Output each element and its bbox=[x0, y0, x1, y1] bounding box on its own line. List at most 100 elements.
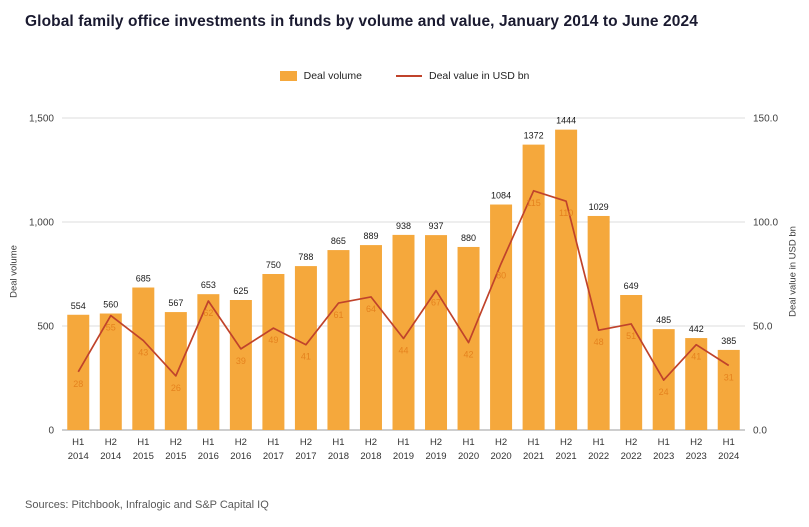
deal-volume-bar bbox=[457, 246, 480, 430]
bar-value-label: 485 bbox=[656, 315, 671, 325]
line-value-label: 67 bbox=[431, 298, 441, 308]
x-axis-label: H1 2019 bbox=[393, 437, 414, 462]
line-value-label: 44 bbox=[398, 345, 408, 355]
combo-chart: 0 0.0 500 50.0 1,000 100.0 1,500 150.0 554 560 685… bbox=[29, 114, 778, 463]
bar-value-label: 750 bbox=[266, 260, 281, 270]
bar-value-label: 442 bbox=[689, 324, 704, 334]
bar-value-label: 685 bbox=[136, 274, 151, 284]
line-value-label: 39 bbox=[236, 356, 246, 366]
x-axis-label: H1 2014 bbox=[68, 437, 89, 462]
deal-volume-bar bbox=[425, 235, 448, 430]
right-axis-tick-label: 100.0 bbox=[753, 218, 778, 229]
x-axis-label: H2 2020 bbox=[491, 437, 512, 462]
line-value-label: 64 bbox=[366, 304, 376, 314]
line-value-label: 55 bbox=[106, 323, 116, 333]
bar-value-label: 880 bbox=[461, 233, 476, 243]
right-axis-tick-label: 150.0 bbox=[753, 114, 778, 125]
bar-swatch-icon bbox=[279, 71, 297, 81]
line-value-label: 41 bbox=[301, 352, 311, 362]
deal-volume-bar bbox=[229, 300, 252, 430]
deal-volume-bar bbox=[99, 313, 122, 430]
x-axis-label: H1 2020 bbox=[458, 437, 479, 462]
deal-volume-bar bbox=[67, 314, 90, 430]
legend-label-value: Deal value in USD bn bbox=[428, 70, 530, 82]
deal-volume-bar bbox=[327, 250, 350, 430]
right-axis-tick-label: 0.0 bbox=[753, 426, 767, 437]
bar-value-label: 560 bbox=[103, 300, 118, 310]
bar-value-label: 653 bbox=[201, 280, 216, 290]
bar-value-label: 625 bbox=[233, 286, 248, 296]
bar-value-label: 788 bbox=[298, 252, 313, 262]
bar-value-label: 938 bbox=[396, 221, 411, 231]
x-axis-label: H2 2016 bbox=[230, 437, 251, 462]
line-value-label: 48 bbox=[594, 337, 604, 347]
line-value-label: 31 bbox=[724, 373, 734, 383]
legend-item-deal-value: Deal value in USD bn bbox=[395, 70, 530, 82]
line-value-label: 41 bbox=[691, 352, 701, 362]
x-axis-label: H2 2014 bbox=[100, 437, 121, 462]
bar-value-label: 554 bbox=[71, 301, 86, 311]
deal-volume-bar bbox=[392, 234, 415, 430]
x-axis-label: H1 2022 bbox=[588, 437, 609, 462]
bar-value-label: 1029 bbox=[589, 202, 609, 212]
bar-value-label: 1372 bbox=[524, 131, 544, 141]
line-value-label: 43 bbox=[138, 348, 148, 358]
left-axis-tick-label: 1,000 bbox=[29, 218, 54, 229]
deal-volume-bar bbox=[587, 215, 610, 430]
deal-volume-bar bbox=[522, 144, 545, 430]
x-axis-label: H1 2017 bbox=[263, 437, 284, 462]
line-value-label: 24 bbox=[659, 387, 669, 397]
bar-value-label: 1084 bbox=[491, 191, 511, 201]
deal-value-line bbox=[77, 189, 730, 381]
bar-value-label: 889 bbox=[363, 231, 378, 241]
x-axis-label: H1 2021 bbox=[523, 437, 544, 462]
x-axis-label: H2 2022 bbox=[621, 437, 642, 462]
x-axis-label: H1 2023 bbox=[653, 437, 674, 462]
x-axis-label: H1 2016 bbox=[198, 437, 219, 462]
left-axis-tick-label: 1,500 bbox=[29, 114, 54, 125]
line-value-label: 51 bbox=[626, 331, 636, 341]
deal-volume-bar bbox=[717, 349, 740, 430]
line-swatch-icon bbox=[395, 75, 422, 77]
line-value-label: 115 bbox=[526, 198, 540, 208]
legend-item-deal-volume: Deal volume bbox=[279, 70, 362, 82]
line-value-label: 62 bbox=[203, 308, 213, 318]
x-axis-label: H1 2024 bbox=[718, 437, 739, 462]
line-value-label: 110 bbox=[559, 208, 573, 218]
deal-volume-bar bbox=[164, 312, 187, 430]
left-axis-tick-label: 500 bbox=[37, 322, 54, 333]
x-axis-label: H2 2019 bbox=[425, 437, 446, 462]
bar-value-label: 865 bbox=[331, 236, 346, 246]
bar-value-label: 1444 bbox=[556, 116, 576, 126]
line-value-label: 61 bbox=[333, 310, 343, 320]
bar-value-label: 567 bbox=[168, 298, 183, 308]
deal-volume-bar bbox=[490, 204, 513, 430]
x-axis-label: H2 2015 bbox=[165, 437, 186, 462]
right-axis-tick-label: 50.0 bbox=[753, 322, 773, 333]
x-axis-label: H1 2018 bbox=[328, 437, 349, 462]
deal-volume-bar bbox=[685, 338, 708, 430]
bar-value-label: 937 bbox=[429, 221, 444, 231]
line-value-label: 49 bbox=[268, 335, 278, 345]
legend-label-volume: Deal volume bbox=[303, 70, 362, 82]
deal-volume-bar bbox=[359, 245, 382, 430]
left-axis-tick-label: 0 bbox=[48, 426, 54, 437]
deal-volume-bar bbox=[197, 294, 220, 430]
x-axis-label: H2 2021 bbox=[556, 437, 577, 462]
bar-value-label: 649 bbox=[624, 281, 639, 291]
x-axis-label: H2 2023 bbox=[686, 437, 707, 462]
line-value-label: 28 bbox=[73, 379, 83, 389]
line-value-label: 26 bbox=[171, 383, 181, 393]
x-axis-label: H2 2018 bbox=[360, 437, 381, 462]
source-note: Sources: Pitchbook, Infralogic and S&P C… bbox=[25, 499, 269, 511]
deal-volume-bar bbox=[262, 274, 285, 430]
chart-title: Global family office investments in fund… bbox=[25, 13, 698, 30]
deal-volume-bar bbox=[620, 295, 643, 430]
x-axis-label: H2 2017 bbox=[295, 437, 316, 462]
deal-volume-bar bbox=[555, 129, 578, 430]
line-value-label: 80 bbox=[496, 271, 506, 281]
bar-value-label: 385 bbox=[721, 336, 736, 346]
deal-volume-bar bbox=[294, 266, 317, 430]
x-axis-label: H1 2015 bbox=[133, 437, 154, 462]
